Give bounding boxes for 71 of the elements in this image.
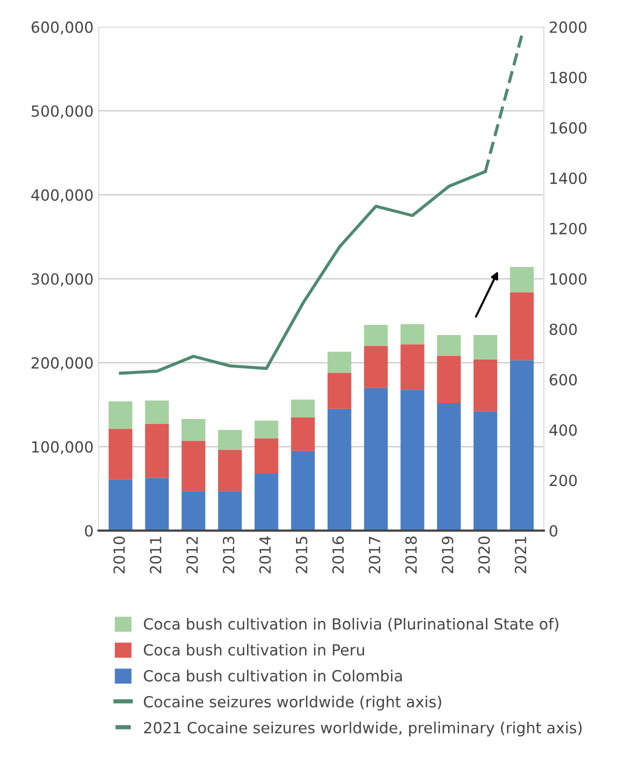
- x-tick-label: 2014: [259, 536, 271, 574]
- y2-tick-label: 0: [550, 525, 558, 537]
- bar: [254, 438, 278, 474]
- bar: [364, 346, 388, 388]
- bar: [510, 360, 534, 531]
- y2-tick-label: 1600: [550, 122, 587, 134]
- bar: [400, 324, 424, 344]
- bar: [254, 474, 278, 531]
- x-tick-label: 2021: [514, 536, 526, 574]
- bar: [364, 324, 388, 346]
- bar: [218, 491, 242, 531]
- bar: [437, 403, 461, 531]
- bar: [291, 417, 315, 451]
- bar: [145, 478, 169, 531]
- y2-tick-label: 1000: [550, 273, 587, 285]
- y-tick-label: 500,000: [32, 105, 93, 118]
- bar: [474, 335, 498, 360]
- bar: [510, 292, 534, 360]
- y2-tick-label: 2000: [550, 21, 587, 33]
- bar: [474, 411, 498, 531]
- bar: [400, 344, 424, 390]
- y-tick-label: 400,000: [31, 189, 93, 202]
- y2-tick-label: 1800: [550, 72, 587, 84]
- bar: [291, 400, 315, 418]
- bar: [328, 352, 352, 373]
- y-tick-label: 200,000: [32, 357, 93, 370]
- y2-tick-label: 200: [550, 474, 577, 486]
- bar: [218, 430, 242, 450]
- y2-tick-label: 600: [550, 374, 577, 386]
- x-tick-label: 2015: [296, 536, 308, 574]
- legend-label: Coca bush cultivation in Colombia: [144, 670, 402, 682]
- x-tick-label: 2017: [368, 536, 380, 574]
- y-tick-label: 100,000: [32, 441, 93, 454]
- x-tick-label: 2016: [332, 536, 344, 574]
- y2-tick-label: 400: [549, 424, 577, 436]
- y2-tick-label: 1200: [550, 222, 587, 234]
- bar: [145, 424, 169, 478]
- bar: [145, 400, 169, 424]
- bar: [510, 267, 534, 292]
- x-tick-label: 2011: [150, 536, 162, 574]
- y2-tick-label: 1400: [550, 172, 587, 184]
- bar: [328, 372, 352, 409]
- bar: [291, 450, 315, 531]
- x-tick-label: 2012: [186, 537, 198, 574]
- bar: [218, 450, 242, 492]
- bar: [108, 479, 132, 531]
- x-tick-label: 2010: [113, 536, 125, 574]
- legend-label: Coca bush cultivation in Peru: [144, 644, 364, 656]
- bar: [474, 359, 498, 412]
- y-tick-label: 0: [85, 525, 93, 537]
- bar: [182, 491, 206, 531]
- bar: [254, 420, 278, 438]
- bar: [437, 356, 461, 404]
- y2-tick-label: 800: [550, 324, 577, 336]
- bar: [364, 388, 388, 531]
- bar: [108, 401, 132, 430]
- legend-label: 2021 Cocaine seizures worldwide, preliminary (right axis): [144, 722, 582, 736]
- x-tick-label: 2013: [222, 536, 234, 574]
- x-tick-label: 2018: [405, 536, 417, 574]
- bar: [437, 335, 461, 356]
- legend-label: Coca bush cultivation in Bolivia (Plurinational State of): [144, 618, 558, 632]
- bar: [400, 390, 424, 531]
- y-tick-label: 600,000: [32, 21, 93, 34]
- bar: [182, 440, 206, 492]
- bar: [328, 408, 352, 531]
- legend-label: Cocaine seizures worldwide (right axis): [144, 696, 442, 710]
- bar: [182, 418, 206, 441]
- y-tick-label: 300,000: [32, 273, 93, 286]
- x-tick-label: 2020: [478, 536, 490, 574]
- x-tick-label: 2019: [442, 536, 454, 574]
- bar: [108, 429, 132, 480]
